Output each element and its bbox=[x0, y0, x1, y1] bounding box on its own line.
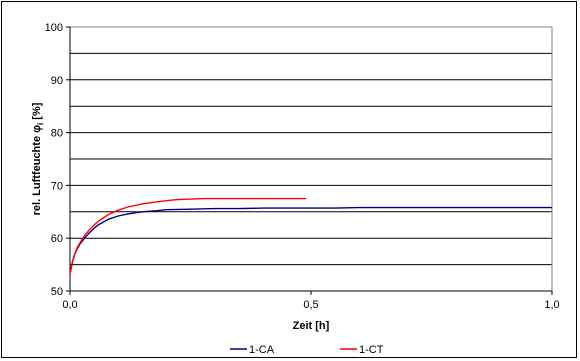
y-tick-label-50: 50 bbox=[51, 286, 63, 298]
axes bbox=[66, 26, 553, 295]
legend: 1-CA 1-CT bbox=[230, 344, 384, 356]
series-line-1-CA bbox=[69, 206, 552, 275]
tick-labels: 50 60 70 80 90 100 0,0 0,5 1,0 bbox=[45, 22, 560, 311]
y-tick-label-80: 80 bbox=[51, 128, 63, 140]
y-tick-label-100: 100 bbox=[45, 22, 63, 34]
x-axis-title: Zeit [h] bbox=[293, 320, 330, 332]
y-tick-label-70: 70 bbox=[51, 180, 63, 192]
y-axis-title-prefix: rel. Luftfeuchte bbox=[31, 133, 43, 216]
x-tick-label-0: 0,0 bbox=[62, 299, 77, 311]
legend-label-1-CT: 1-CT bbox=[359, 344, 384, 356]
legend-label-1-CA: 1-CA bbox=[249, 344, 275, 356]
y-tick-label-90: 90 bbox=[51, 75, 63, 87]
series-line-1-CT bbox=[69, 197, 307, 275]
y-axis-title-subscript: i bbox=[36, 123, 45, 125]
x-tick-label-1: 0,5 bbox=[303, 299, 318, 311]
gridlines bbox=[70, 26, 552, 266]
y-axis-title: rel. Luftfeuchte φi [%] bbox=[31, 102, 45, 215]
y-axis-title-suffix: [%] bbox=[31, 102, 43, 123]
y-axis-title-symbol: φ bbox=[31, 125, 43, 133]
series-layer bbox=[69, 197, 552, 275]
y-tick-label-60: 60 bbox=[51, 233, 63, 245]
x-tick-label-2: 1,0 bbox=[544, 299, 559, 311]
